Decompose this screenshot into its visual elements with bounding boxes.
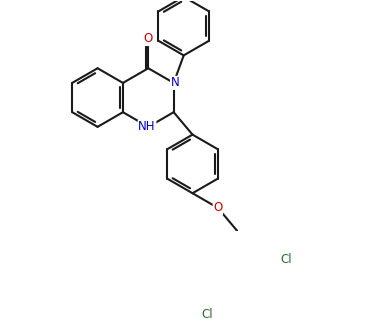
Text: O: O <box>144 33 153 45</box>
Text: Cl: Cl <box>280 253 291 266</box>
Text: NH: NH <box>138 120 156 133</box>
Text: O: O <box>213 202 222 214</box>
Text: Cl: Cl <box>202 308 213 321</box>
Text: N: N <box>171 76 179 89</box>
